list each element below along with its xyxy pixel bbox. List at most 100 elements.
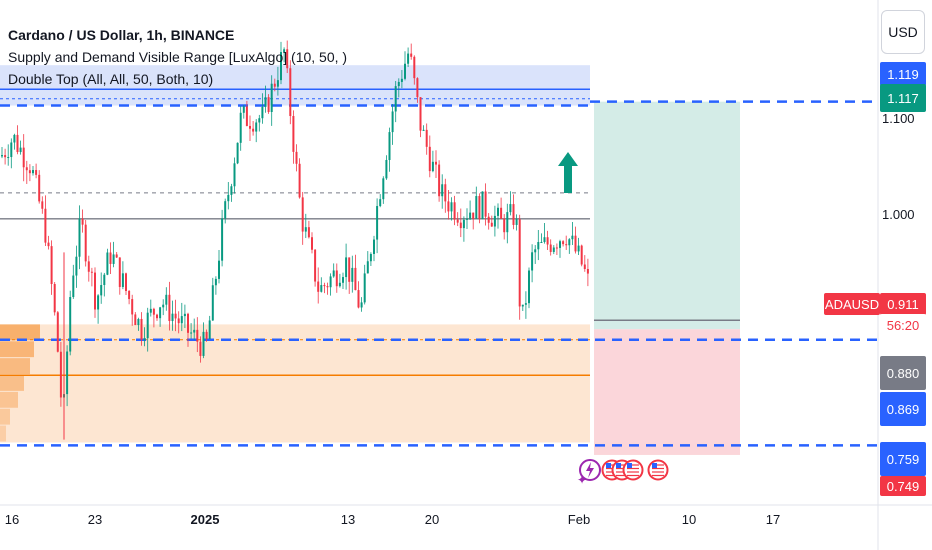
candle-body	[497, 207, 499, 216]
candle-body	[218, 260, 220, 279]
price-label-entry: 0.880	[880, 356, 926, 390]
candle-body	[72, 275, 75, 298]
candle-body	[168, 294, 171, 322]
candle-body	[490, 222, 493, 227]
candle-body	[493, 215, 496, 227]
candle-body	[50, 246, 53, 284]
candle-body	[227, 194, 230, 202]
x-tick-2025: 2025	[190, 512, 220, 527]
candle-body	[87, 261, 90, 272]
candle-body	[4, 155, 7, 158]
candle-body	[366, 261, 369, 274]
candle-body	[295, 151, 298, 164]
candle-body	[385, 159, 388, 179]
candle-body	[422, 129, 425, 131]
candle-body	[450, 202, 453, 212]
candle-body	[583, 264, 586, 269]
candle-body	[66, 351, 69, 395]
candle-body	[7, 157, 10, 159]
candle-body	[171, 313, 174, 322]
x-tick-10: 10	[681, 512, 697, 527]
candle-body	[137, 318, 140, 326]
candle-body	[540, 241, 543, 243]
price-label-last: 0.911	[880, 293, 926, 315]
candle-body	[174, 313, 177, 319]
candle-body	[208, 320, 211, 339]
flag-canton	[652, 463, 657, 468]
candle-body	[487, 216, 490, 223]
candle-body	[586, 268, 589, 274]
candle-body	[326, 286, 329, 288]
candle-body	[190, 332, 193, 334]
currency-button[interactable]: USD	[881, 10, 925, 54]
candle-body	[38, 174, 41, 202]
price-label-stop-bottom: 0.749	[880, 476, 926, 496]
candle-body	[345, 257, 348, 278]
candle-body	[245, 106, 248, 126]
candle-body	[242, 106, 245, 113]
candle-body	[118, 257, 121, 287]
candle-body	[351, 267, 354, 282]
candle-body	[205, 331, 208, 339]
candle-body	[506, 212, 509, 233]
candle-body	[416, 78, 419, 98]
candle-body	[224, 201, 227, 219]
candle-body	[249, 125, 251, 129]
candle-body	[90, 271, 93, 273]
candle-body	[289, 68, 292, 117]
y-tick-1100: 1.100	[882, 111, 915, 126]
candle-body	[78, 218, 81, 257]
candle-body	[10, 142, 13, 158]
volume-profile-bar	[0, 425, 6, 442]
candle-body	[447, 201, 450, 212]
x-tick-23: 23	[87, 512, 103, 527]
us-flag-event-icon	[647, 459, 669, 481]
candle-body	[407, 53, 410, 64]
candle-body	[214, 278, 217, 286]
candle-body	[280, 52, 282, 81]
candle-body	[577, 245, 580, 252]
volume-profile-bar	[0, 358, 30, 375]
candle-body	[503, 218, 506, 233]
candle-body	[149, 308, 152, 313]
candle-body	[515, 219, 518, 225]
candle-body	[317, 281, 320, 292]
candle-body	[165, 294, 168, 305]
candle-body	[211, 285, 214, 321]
candle-body	[134, 314, 137, 326]
candle-body	[1, 155, 3, 157]
candle-body	[180, 316, 183, 324]
x-tick-17: 17	[765, 512, 781, 527]
candle-body	[481, 191, 484, 220]
symbol-title[interactable]: Cardano / US Dollar, 1h, BINANCE	[8, 27, 235, 43]
candle-body	[444, 184, 447, 202]
position-target-zone	[594, 101, 740, 330]
indicator-supply-demand[interactable]: Supply and Demand Visible Range [LuxAlgo…	[8, 49, 348, 65]
flag-canton	[616, 463, 621, 468]
candle-body	[453, 202, 456, 220]
volume-profile-bar	[0, 341, 34, 358]
candle-body	[518, 219, 521, 307]
candle-body	[103, 274, 106, 286]
candle-body	[221, 218, 224, 261]
candle-body	[146, 312, 149, 339]
candle-body	[140, 318, 143, 340]
volume-profile-bar	[0, 391, 18, 408]
candle-body	[25, 167, 28, 171]
indicator-double-top[interactable]: Double Top (All, All, 50, Both, 10)	[8, 71, 214, 87]
up-arrow-icon	[558, 152, 578, 193]
volume-profile-bar	[0, 408, 10, 425]
candle-body	[320, 285, 323, 292]
candle-body	[128, 290, 131, 300]
candle-body	[276, 80, 279, 87]
candle-body	[521, 304, 524, 307]
x-tick-13: 13	[340, 512, 356, 527]
candle-body	[552, 247, 555, 252]
candle-body	[484, 191, 487, 217]
candle-body	[475, 196, 478, 219]
lightning-glyph	[586, 462, 594, 478]
candle-body	[202, 331, 205, 356]
candle-body	[47, 242, 50, 247]
candle-body	[121, 273, 124, 287]
